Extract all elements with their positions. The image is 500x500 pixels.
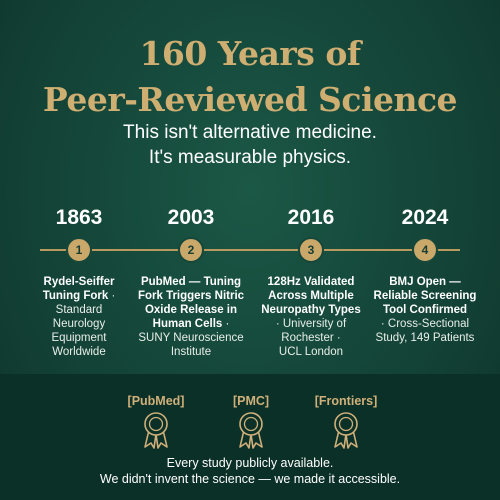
milestone-title-line: 128Hz Validated <box>267 276 355 288</box>
headline-line-1: 160 Years of <box>139 34 361 73</box>
milestone-separator: · <box>222 318 230 330</box>
milestone-description: SUNY Neuroscience Institute <box>132 331 250 359</box>
milestone-title-line: Oxide Release in <box>144 304 238 316</box>
headline: 160 Years of Peer-Reviewed Science <box>0 31 500 123</box>
milestone-number-badge: 2 <box>178 237 204 263</box>
timeline-milestone-2: 2003 2 PubMed — Tuning Fork Triggers Nit… <box>132 205 250 359</box>
badge-pubmed: [PubMed] <box>116 392 196 450</box>
milestone-title-line-text: Human Cells <box>152 318 223 330</box>
milestone-desc-line: Rochester · <box>281 332 341 344</box>
timeline-milestone-4: 2024 4 BMJ Open — Reliable Screening Too… <box>366 205 484 345</box>
badge-label-text: PMC <box>237 394 265 408</box>
milestone-desc-line: Study, 149 Patients <box>375 332 475 344</box>
award-ribbon-icon <box>144 412 168 449</box>
milestone-title-line: Tuning Fork · <box>20 289 138 303</box>
milestone-title-line: Neuropathy Types <box>261 304 361 316</box>
award-ribbon-icon <box>239 412 263 449</box>
milestone-title-line: BMJ Open — <box>389 276 461 288</box>
milestone-desc-line: · University of <box>275 318 347 330</box>
milestone-title: PubMed — Tuning Fork Triggers Nitric Oxi… <box>132 275 250 331</box>
milestone-title-line: Rydel-Seiffer <box>43 276 115 288</box>
milestone-desc-line: SUNY Neuroscience <box>138 332 244 344</box>
timeline-line <box>40 249 460 251</box>
subheadline-line-1: This isn't alternative medicine. <box>123 122 377 143</box>
milestone-title: BMJ Open — Reliable Screening Tool Confi… <box>366 275 484 317</box>
milestone-title-line: Across Multiple <box>268 290 354 302</box>
badge-pmc: [PMC] <box>211 392 291 450</box>
badge-label: [PubMed] <box>127 394 185 408</box>
milestone-year: 2024 <box>401 206 449 229</box>
milestone-desc-line: Neurology <box>52 318 106 330</box>
badge-label-text: Frontiers <box>318 394 374 408</box>
milestone-desc-line: Equipment <box>51 332 107 344</box>
milestone-title-line: Human Cells · <box>132 317 250 331</box>
milestone-number-badge: 4 <box>412 237 438 263</box>
milestone-desc-line: Institute <box>170 346 212 358</box>
subheadline-line-2: It's measurable physics. <box>148 147 352 168</box>
milestone-year: 2016 <box>287 206 335 229</box>
milestone-desc-line: UCL London <box>278 346 344 358</box>
badge-label: [Frontiers] <box>314 394 378 408</box>
footer-text: Every study publicly available. We didn'… <box>0 455 500 487</box>
badge-frontiers: [Frontiers] <box>306 392 386 450</box>
milestone-title-line: PubMed — Tuning <box>140 276 242 288</box>
footer-line-1: Every study publicly available. <box>166 456 334 470</box>
milestone-desc-line: Standard <box>55 304 103 316</box>
subheadline: This isn't alternative medicine. It's me… <box>0 120 500 170</box>
milestone-year: 1863 <box>55 206 103 229</box>
milestone-description: · Cross-Sectional Study, 149 Patients <box>366 317 484 345</box>
milestone-year: 2003 <box>167 206 215 229</box>
footer-line-2: We didn't invent the science — we made i… <box>99 472 401 486</box>
timeline-milestone-1: 1863 1 Rydel-Seiffer Tuning Fork · Stand… <box>20 205 138 359</box>
badge-label: [PMC] <box>232 394 270 408</box>
milestone-title-line: Reliable Screening <box>373 290 477 302</box>
milestone-description: Standard Neurology Equipment Worldwide <box>20 303 138 359</box>
milestone-title: 128Hz Validated Across Multiple Neuropat… <box>252 275 370 317</box>
headline-line-2: Peer-Reviewed Science <box>42 80 458 119</box>
award-ribbon-icon <box>334 412 358 449</box>
milestone-desc-line: Worldwide <box>52 346 106 358</box>
milestone-number-badge: 1 <box>66 237 92 263</box>
milestone-desc-line: · Cross-Sectional <box>380 318 470 330</box>
badge-label-text: PubMed <box>131 394 181 408</box>
milestone-number-badge: 3 <box>298 237 324 263</box>
milestone-description: · University of Rochester · UCL London <box>252 317 370 359</box>
milestone-title: Rydel-Seiffer Tuning Fork · <box>20 275 138 303</box>
milestone-separator: · <box>108 290 116 302</box>
milestone-title-line: Tool Confirmed <box>382 304 468 316</box>
milestone-title-line-text: Tuning Fork <box>42 290 109 302</box>
milestone-title-line: Fork Triggers Nitric <box>137 290 245 302</box>
timeline-milestone-3: 2016 3 128Hz Validated Across Multiple N… <box>252 205 370 359</box>
